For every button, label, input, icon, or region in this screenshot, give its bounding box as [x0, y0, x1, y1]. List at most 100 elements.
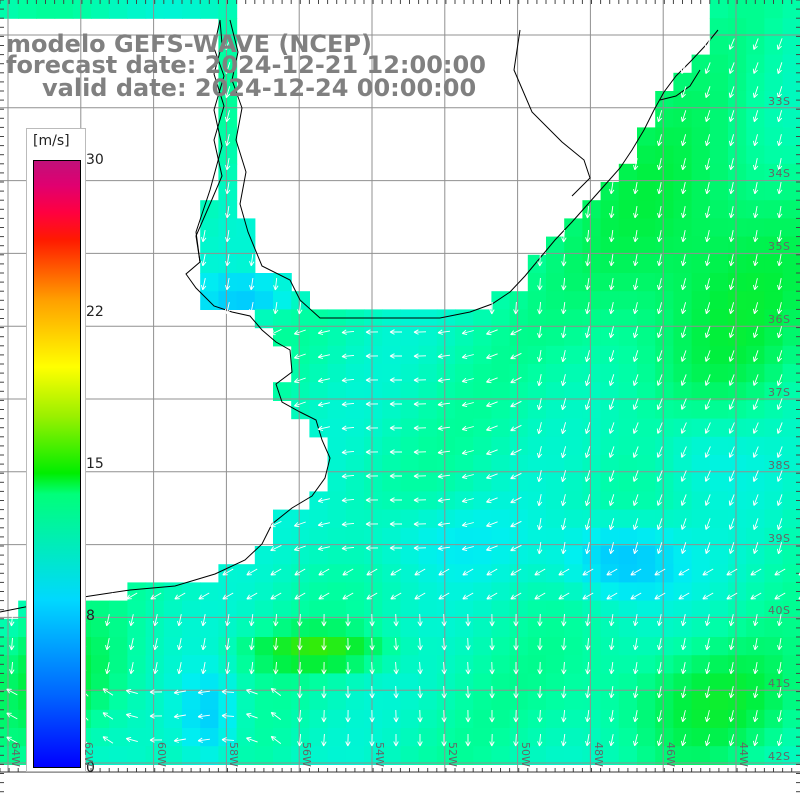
wind-arrow [752, 446, 759, 458]
field-cell [491, 564, 511, 583]
field-cell [345, 345, 365, 365]
field-cell [182, 582, 201, 602]
field-cell [345, 582, 365, 602]
field-cell [637, 218, 656, 238]
wind-arrow [225, 638, 231, 651]
field-cell [364, 491, 383, 511]
field-cell [691, 236, 711, 256]
wind-arrow [704, 470, 711, 482]
field-cell [673, 236, 693, 256]
field-cell [473, 509, 492, 529]
field-cell [200, 600, 219, 620]
wind-arrow [537, 494, 543, 507]
field-cell [327, 509, 347, 529]
field-cell [709, 91, 729, 110]
field-cell [655, 637, 674, 656]
field-cell [400, 436, 420, 456]
field-cell [400, 564, 420, 583]
wind-arrow [680, 518, 687, 530]
lon-label-52w: 52W [446, 742, 459, 767]
model-title: modelo GEFS-WAVE (NCEP) [6, 30, 372, 58]
field-cell [0, 637, 19, 656]
field-cell [618, 491, 638, 511]
wind-arrow [9, 613, 15, 627]
field-cell [691, 327, 711, 347]
field-cell [455, 691, 474, 711]
wind-arrow [437, 545, 451, 551]
field-cell [709, 163, 729, 183]
field-cell [382, 509, 401, 529]
field-cell [0, 618, 19, 638]
wind-arrow [197, 737, 210, 743]
field-cell [455, 600, 474, 620]
field-cell [564, 309, 583, 329]
field-cell [564, 455, 583, 474]
field-cell [345, 382, 365, 401]
field-cell [218, 709, 238, 729]
field-cell [473, 564, 492, 583]
field-cell [509, 564, 529, 583]
field-cell [709, 18, 729, 37]
field-cell [309, 618, 329, 638]
wind-arrow [417, 661, 423, 675]
wind-arrow [224, 38, 231, 51]
field-cell [746, 400, 765, 420]
wind-arrow [486, 592, 498, 600]
field-cell [0, 691, 19, 711]
field-cell [218, 145, 238, 165]
wind-arrow [728, 62, 735, 74]
field-cell [527, 364, 547, 383]
wind-arrow [317, 497, 330, 503]
field-cell [782, 746, 800, 765]
field-cell [345, 491, 365, 511]
wind-arrow [753, 182, 759, 195]
wind-arrow [728, 374, 735, 386]
field-cell [327, 455, 347, 474]
field-cell [582, 436, 602, 456]
wind-arrow [776, 134, 783, 147]
wind-arrow [681, 230, 687, 243]
wind-arrow [489, 661, 495, 675]
field-cell [655, 618, 674, 638]
wind-arrow [609, 686, 615, 699]
field-cell [273, 309, 292, 329]
field-cell [673, 637, 693, 656]
wind-arrow [393, 734, 399, 747]
wind-arrow [656, 398, 663, 410]
field-cell [145, 618, 165, 638]
wind-arrow [465, 685, 471, 699]
wind-arrow [270, 520, 282, 528]
wind-arrow [249, 302, 255, 315]
field-cell [600, 273, 620, 292]
field-cell [618, 309, 638, 329]
field-cell [200, 291, 219, 310]
wind-arrow [149, 737, 163, 743]
wind-arrow [341, 377, 355, 383]
wind-arrow [177, 614, 183, 627]
field-cell [236, 564, 256, 583]
wind-arrow [680, 614, 687, 627]
field-cell [782, 637, 800, 656]
wind-arrow [510, 400, 522, 408]
field-cell [364, 564, 383, 583]
field-cell [546, 436, 565, 456]
wind-arrow [656, 350, 663, 363]
wind-arrow [297, 637, 303, 651]
wind-arrow [297, 661, 303, 675]
field-cell [345, 455, 365, 474]
field-cell [764, 327, 784, 347]
field-cell [782, 673, 800, 693]
field-cell [782, 491, 800, 511]
field-cell [582, 254, 602, 274]
field-cell [364, 382, 383, 401]
wind-arrow [704, 686, 711, 699]
field-cell [600, 746, 620, 765]
wind-arrow [462, 568, 474, 576]
wind-arrow [704, 398, 711, 410]
field-cell [746, 600, 765, 620]
wind-arrow [656, 446, 663, 458]
field-cell [200, 618, 219, 638]
lon-label-56w: 56W [300, 742, 313, 767]
field-cell [527, 291, 547, 310]
wind-arrow [678, 568, 690, 576]
